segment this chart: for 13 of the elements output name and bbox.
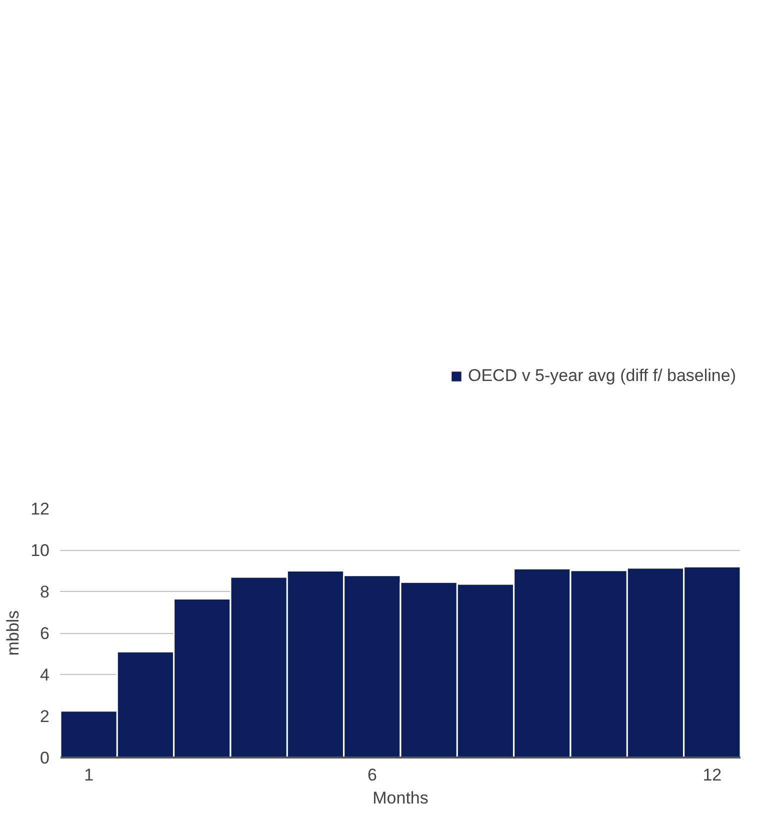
x-tick-label: 1 xyxy=(84,766,94,784)
x-tick-label: 12 xyxy=(702,766,722,784)
y-tick-label: 10 xyxy=(30,541,50,560)
x-axis-title: Months xyxy=(372,788,428,808)
x-tick-label: 6 xyxy=(367,766,377,784)
y-tick-label: 8 xyxy=(40,582,50,602)
y-tick-label: 0 xyxy=(40,748,50,768)
y-tick-label: 4 xyxy=(40,666,50,684)
y-tick-label: 2 xyxy=(40,707,50,726)
y-tick-label: 6 xyxy=(40,624,50,643)
legend-label: OECD v 5-year avg (diff f/ baseline) xyxy=(468,366,736,386)
y-tick-label: 12 xyxy=(30,500,50,518)
y-axis-title: mbbls xyxy=(4,610,23,656)
